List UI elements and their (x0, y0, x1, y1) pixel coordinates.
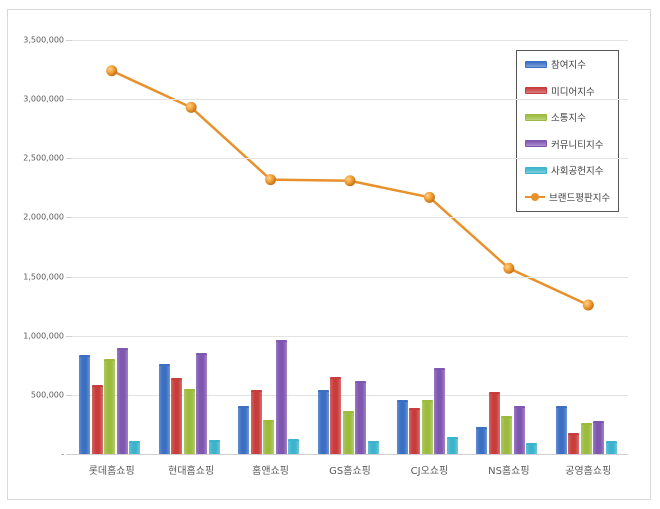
bar (409, 407, 421, 454)
gridline (72, 99, 628, 100)
legend-label: 미디어지수 (551, 86, 595, 98)
x-tick-label: 홈앤쇼핑 (252, 466, 289, 477)
bar (208, 439, 220, 454)
gridline (72, 336, 628, 337)
bar (275, 340, 287, 454)
bar (183, 388, 195, 454)
x-tick-label: GS홈쇼핑 (329, 466, 371, 477)
bar (104, 359, 116, 454)
y-tick-mark (66, 40, 72, 41)
y-tick-mark (66, 99, 72, 100)
y-tick-label: 3,000,000 (23, 94, 64, 104)
gridline (72, 277, 628, 278)
bar (396, 399, 408, 454)
legend-item: 미디어지수 (525, 84, 595, 98)
bar (367, 440, 379, 454)
bar (317, 390, 329, 454)
bar (288, 438, 300, 454)
legend-item: 소통지수 (525, 110, 586, 124)
legend-item: 참여지수 (525, 57, 586, 71)
line-marker (106, 65, 118, 77)
y-tick-mark (66, 158, 72, 159)
bar (605, 440, 617, 454)
legend-label: 커뮤니티지수 (551, 139, 604, 151)
bar (263, 419, 275, 454)
bar (446, 437, 458, 454)
bar (250, 390, 262, 454)
bar (513, 405, 525, 454)
y-tick-label: 1,000,000 (23, 331, 64, 341)
bar (196, 353, 208, 454)
y-tick-mark (66, 336, 72, 337)
bar (568, 432, 580, 454)
y-tick-label: 1,500,000 (23, 272, 64, 282)
bar (79, 354, 91, 454)
bar (488, 392, 500, 454)
y-tick-label: 2,000,000 (23, 212, 64, 222)
legend-item: 브랜드평판지수 (525, 190, 610, 204)
bar (91, 385, 103, 454)
color-swatch-icon (525, 60, 547, 68)
y-tick-label: - (61, 449, 64, 459)
legend-label: 참여지수 (551, 60, 586, 71)
gridline (72, 217, 628, 218)
bar (555, 405, 567, 454)
bar (330, 377, 341, 454)
x-tick-label: NS홈쇼핑 (488, 466, 530, 477)
color-swatch-icon (525, 140, 547, 147)
line-marker (185, 101, 197, 113)
y-tick-label: 3,500,000 (23, 35, 64, 45)
line-marker (582, 299, 594, 311)
line-marker-icon (525, 192, 545, 201)
gridline (72, 454, 628, 455)
line-marker (265, 174, 277, 186)
bar (116, 347, 128, 454)
bar (129, 440, 141, 454)
bar (355, 380, 366, 454)
bar (342, 411, 354, 454)
legend-label: 소통지수 (551, 113, 586, 124)
x-tick-label: 롯데홈쇼핑 (88, 466, 135, 477)
bar (421, 399, 433, 454)
x-tick-label: 공영홈쇼핑 (565, 466, 612, 477)
bar (501, 416, 513, 454)
line-marker (503, 262, 515, 274)
legend-item: 사회공헌지수 (525, 163, 603, 177)
color-swatch-icon (525, 113, 547, 121)
line-marker (344, 175, 356, 187)
gridline (72, 40, 628, 41)
gridline (72, 395, 628, 396)
line-marker (423, 191, 435, 203)
bar (158, 364, 170, 454)
y-tick-label: 500,000 (30, 390, 64, 400)
bar (434, 367, 446, 454)
x-tick-label: CJ오쇼핑 (410, 466, 449, 477)
color-swatch-icon (525, 87, 547, 94)
legend-item: 커뮤니티지수 (525, 137, 603, 151)
color-swatch-icon (525, 166, 547, 174)
y-tick-label: 2,500,000 (23, 153, 64, 163)
bar (171, 378, 183, 454)
legend-label: 브랜드평판지수 (549, 192, 611, 204)
bar (580, 423, 592, 454)
bar (526, 443, 538, 454)
bar (593, 420, 605, 454)
y-tick-mark (66, 277, 72, 278)
gridline (72, 158, 628, 159)
y-tick-mark (66, 395, 72, 396)
bar (238, 405, 250, 454)
y-tick-mark (66, 217, 72, 218)
x-tick-label: 현대홈쇼핑 (168, 466, 215, 477)
bar (476, 426, 488, 454)
y-tick-mark (66, 454, 72, 455)
legend-label: 사회공헌지수 (551, 166, 604, 177)
